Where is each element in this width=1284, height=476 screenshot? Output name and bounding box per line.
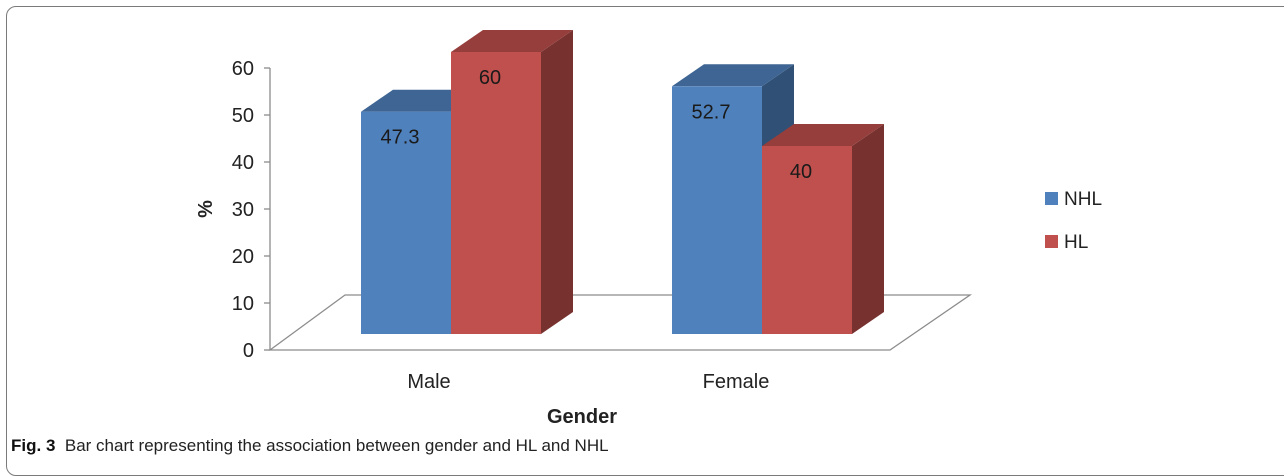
legend: NHL HL	[1045, 189, 1102, 253]
data-label: 47.3	[381, 127, 420, 149]
y-axis: 0 10 20 30 40 50 60	[232, 58, 271, 362]
legend-label: HL	[1064, 232, 1088, 253]
x-tick-label: Male	[407, 371, 450, 393]
y-tick-label: 0	[243, 340, 254, 362]
legend-label: NHL	[1064, 189, 1102, 210]
x-tick-label: Female	[703, 371, 770, 393]
bar-hl-female	[762, 124, 884, 334]
legend-item-nhl: NHL	[1045, 189, 1102, 210]
data-labels: 47.3 60 52.7 40	[381, 67, 813, 183]
y-tick-label: 40	[232, 152, 254, 174]
y-tick-label: 10	[232, 293, 254, 315]
legend-item-hl: HL	[1045, 232, 1088, 253]
bar-hl-male	[451, 30, 573, 334]
data-label: 52.7	[692, 101, 731, 123]
data-label: 60	[479, 67, 501, 89]
data-label: 40	[790, 161, 812, 183]
y-tick-label: 60	[232, 58, 254, 80]
y-tick-label: 20	[232, 246, 254, 268]
x-axis-label: Gender	[547, 406, 617, 428]
x-axis: Male Female	[407, 371, 769, 393]
y-tick-label: 50	[232, 105, 254, 127]
y-axis-label: %	[195, 200, 217, 218]
legend-swatch	[1045, 235, 1058, 248]
legend-swatch	[1045, 192, 1058, 205]
figure-caption-text: Bar chart representing the association b…	[64, 436, 609, 455]
bar-chart: 0 10 20 30 40 50 60 47.3 60 52.7 40 Male Female NH…	[195, 30, 1102, 428]
bars	[361, 30, 884, 334]
figure-number: Fig. 3	[11, 436, 56, 455]
figure-caption: Fig. 3 Bar chart representing the associ…	[11, 436, 609, 456]
y-tick-label: 30	[232, 199, 254, 221]
